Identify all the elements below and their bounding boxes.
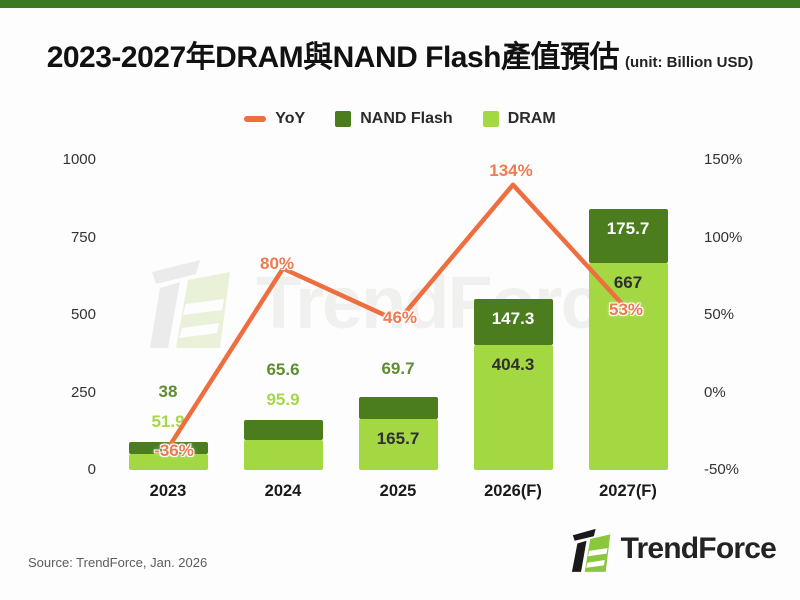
legend-swatch-icon	[482, 111, 499, 127]
top-banner	[0, 0, 800, 8]
right-axis-tick: 50%	[704, 306, 735, 323]
left-axis-tick: 500	[70, 306, 96, 323]
legend-item-nand-flash: NAND Flash	[335, 110, 453, 128]
dram-bar-segment	[243, 440, 323, 470]
left-axis-tick: 1000	[62, 151, 96, 168]
chart-unit-note: (unit: Billion USD)	[625, 54, 754, 71]
nand-value-label: 69.7	[381, 359, 415, 379]
dram-bar-segment	[588, 263, 668, 470]
brand-name: TrendForce	[620, 532, 777, 565]
right-axis-tick: 100%	[704, 228, 743, 246]
brand-logo: TrendForce	[571, 524, 777, 574]
x-axis-label: 2024	[264, 482, 302, 500]
x-axis-label: 2025	[379, 482, 417, 500]
yoy-value-label: 134%	[489, 160, 533, 180]
dram-value-label: 404.3	[491, 354, 535, 374]
watermark-logo-icon	[150, 260, 230, 348]
legend-swatch-icon	[335, 111, 352, 127]
dram-value-label: 165.7	[376, 428, 420, 448]
legend-item-dram: DRAM	[482, 110, 556, 128]
yoy-value-label: 46%	[382, 308, 418, 328]
dram-value-label: 667	[613, 273, 643, 293]
legend-label: DRAM	[507, 110, 556, 127]
nand-value-label: 65.6	[266, 359, 300, 379]
dram-value-label: 95.9	[266, 389, 300, 409]
source-note: Source: TrendForce, Jan. 2026	[28, 555, 208, 570]
watermark: TrendForce	[146, 256, 641, 348]
legend: YoY NAND Flash DRAM	[0, 110, 800, 128]
chart-title: 2023-2027年DRAM與NAND Flash產值預估	[46, 41, 620, 74]
x-axis-label: 2026(F)	[484, 482, 542, 500]
watermark-text: TrendForce	[256, 260, 641, 344]
right-axis-tick: -50%	[704, 461, 740, 478]
dram-value-label: 51.9	[151, 412, 185, 432]
right-axis-tick: 150%	[704, 151, 743, 168]
nand-value-label: 147.3	[491, 309, 535, 328]
legend-label: YoY	[275, 110, 306, 127]
left-axis-tick: 0	[87, 461, 96, 478]
trendforce-logo-icon	[571, 528, 610, 572]
right-axis-tick: 0%	[704, 383, 726, 401]
nand-bar-segment	[243, 419, 323, 441]
dram-bar-segment	[128, 453, 208, 470]
nand-value-label: 38	[158, 382, 178, 402]
nand-bar-segment	[358, 397, 438, 419]
legend-swatch-icon	[244, 116, 267, 122]
left-axis-tick: 250	[70, 383, 96, 401]
chart-title-row: 2023-2027年DRAM與NAND Flash產值預估 (unit: Bill…	[0, 32, 800, 76]
x-axis-label: 2023	[149, 482, 187, 500]
nand-value-label: 175.7	[606, 218, 650, 238]
legend-item-yoy: YoY	[244, 110, 305, 128]
yoy-value-label: -36%	[154, 441, 194, 461]
legend-label: NAND Flash	[360, 110, 453, 127]
x-axis-label: 2027(F)	[599, 482, 657, 500]
left-axis-tick: 750	[70, 228, 96, 246]
yoy-value-label: 53%	[608, 300, 644, 320]
yoy-value-label: 80%	[259, 253, 295, 273]
